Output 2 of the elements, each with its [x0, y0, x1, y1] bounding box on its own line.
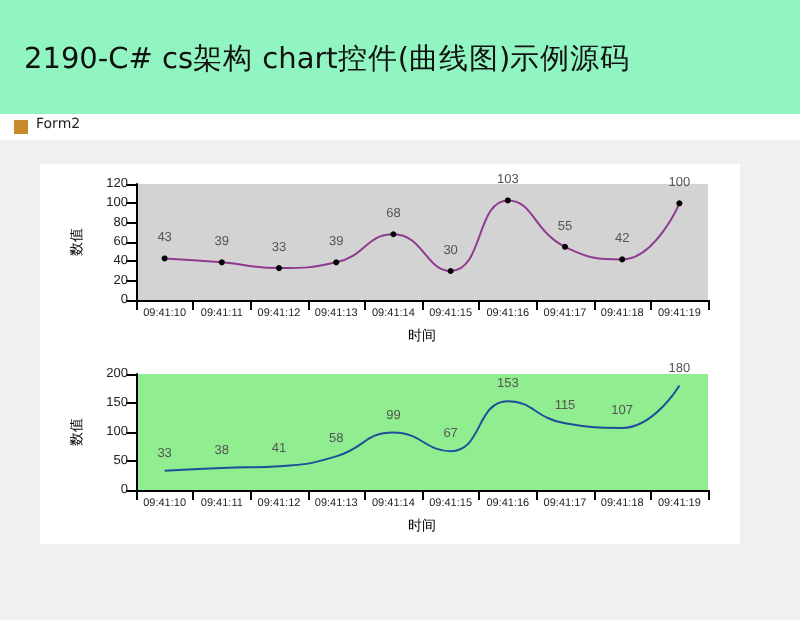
- chart-title: 2190-C# cs架构 chart控件(曲线图)示例源码: [24, 42, 631, 78]
- line-series: [161, 197, 683, 274]
